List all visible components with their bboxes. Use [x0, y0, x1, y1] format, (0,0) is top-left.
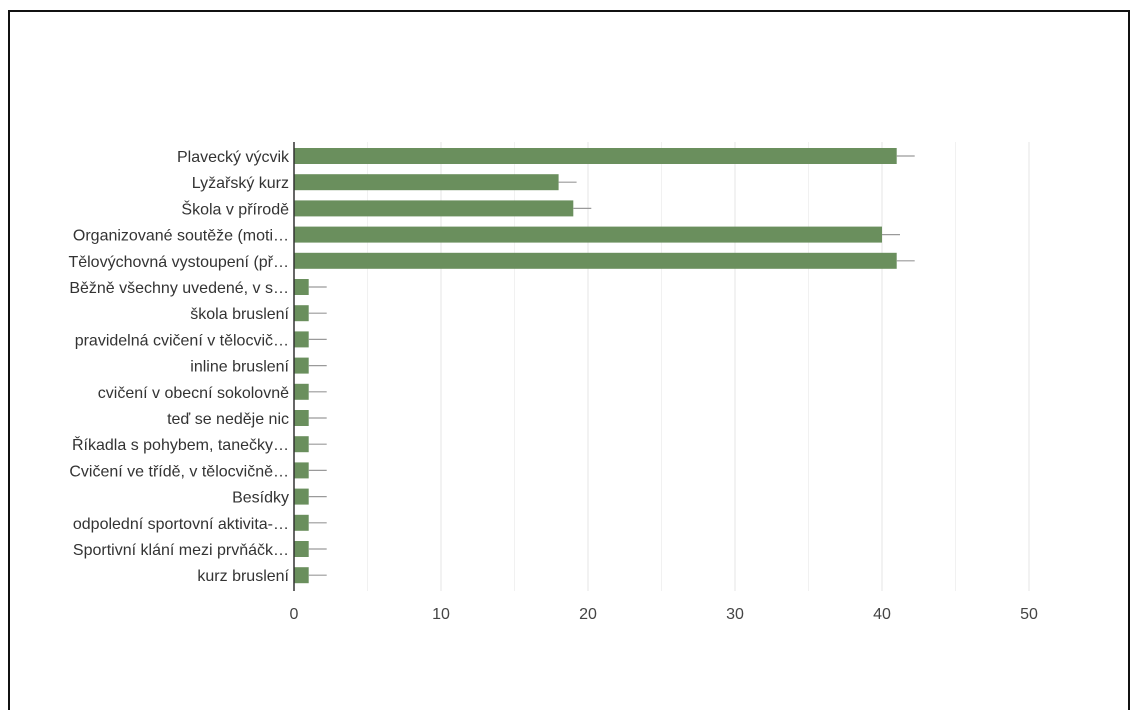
category-label: odpolední sportovní aktivita-… [73, 516, 289, 533]
category-label: Běžně všechny uvedené, v s… [69, 280, 289, 297]
bar [294, 331, 309, 348]
bar [294, 200, 574, 217]
category-label: Cvičení ve třídě, v tělocvičně… [69, 463, 289, 480]
chart-frame [8, 10, 1130, 710]
category-label: cvičení v obecní sokolovně [98, 385, 289, 402]
x-tick-label: 30 [726, 606, 744, 623]
bar [294, 541, 309, 557]
bar [294, 567, 309, 584]
error-bars [308, 155, 915, 576]
bar [294, 252, 897, 269]
category-label: pravidelná cvičení v tělocvič… [75, 332, 289, 349]
category-label: Říkadla s pohybem, tanečky… [72, 435, 289, 454]
bar [294, 305, 309, 322]
x-tick-label: 20 [579, 606, 597, 623]
x-tick-labels: 0 10 20 30 40 50 [290, 606, 1038, 623]
category-labels: Plavecký výcvik Lyžařský kurz Škola v přír… [68, 149, 290, 585]
bar [294, 514, 309, 531]
category-label: Lyžařský kurz [192, 175, 289, 192]
bar [294, 462, 309, 479]
category-label: teď se neděje nic [167, 411, 289, 428]
bar [294, 488, 309, 505]
x-tick-label: 50 [1020, 606, 1038, 623]
category-label: inline bruslení [190, 359, 289, 376]
category-label: škola bruslení [190, 306, 289, 323]
x-tick-label: 0 [290, 606, 299, 623]
bar [294, 148, 897, 164]
bar [294, 174, 559, 191]
bar [294, 383, 309, 400]
x-tick-label: 10 [432, 606, 450, 623]
category-label: Besídky [232, 490, 289, 507]
category-label: kurz bruslení [197, 568, 289, 585]
category-label: Plavecký výcvik [177, 149, 290, 166]
bar [294, 410, 309, 426]
category-label: Tělovýchovná vystoupení (př… [68, 254, 289, 271]
bar [294, 279, 309, 295]
bar [294, 357, 309, 374]
category-label: Sportivní klání mezi prvňáčk… [73, 542, 289, 559]
gridlines [367, 142, 1030, 591]
bar [294, 226, 882, 243]
category-label: Organizované soutěže (moti… [73, 228, 289, 245]
bars [294, 148, 897, 584]
category-label: Škola v přírodě [181, 199, 289, 218]
x-tick-label: 40 [873, 606, 891, 623]
bar [294, 436, 309, 453]
